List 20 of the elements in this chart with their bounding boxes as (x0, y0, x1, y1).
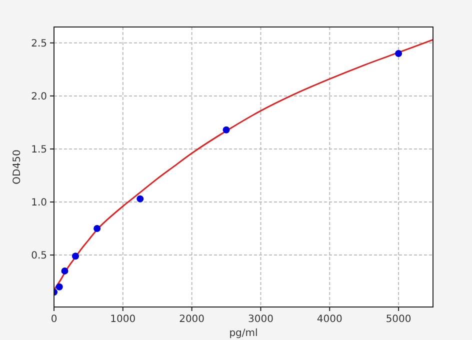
y-tick-label: 0.5 (31, 250, 47, 262)
y-tick-label: 1.0 (31, 198, 47, 208)
x-tick-label: 5000 (386, 314, 412, 325)
x-tick-label: 0 (50, 314, 58, 325)
y-tick-label: 2.0 (31, 91, 47, 102)
point (395, 50, 402, 58)
x-axis-title: pg/ml (229, 328, 258, 339)
x-tick-label: 2000 (179, 314, 205, 325)
point (136, 195, 144, 202)
x-tick-label: 4000 (316, 314, 342, 325)
y-tick-label: 2.5 (31, 38, 47, 50)
y-tick-label: 1.5 (31, 144, 47, 156)
point (222, 126, 230, 134)
point (56, 283, 63, 290)
y-axis-title: OD450 (12, 150, 23, 184)
x-tick-label: 1000 (110, 314, 136, 325)
point (72, 252, 79, 260)
point (61, 267, 68, 274)
point (94, 225, 101, 232)
x-tick-label: 3000 (248, 314, 274, 325)
